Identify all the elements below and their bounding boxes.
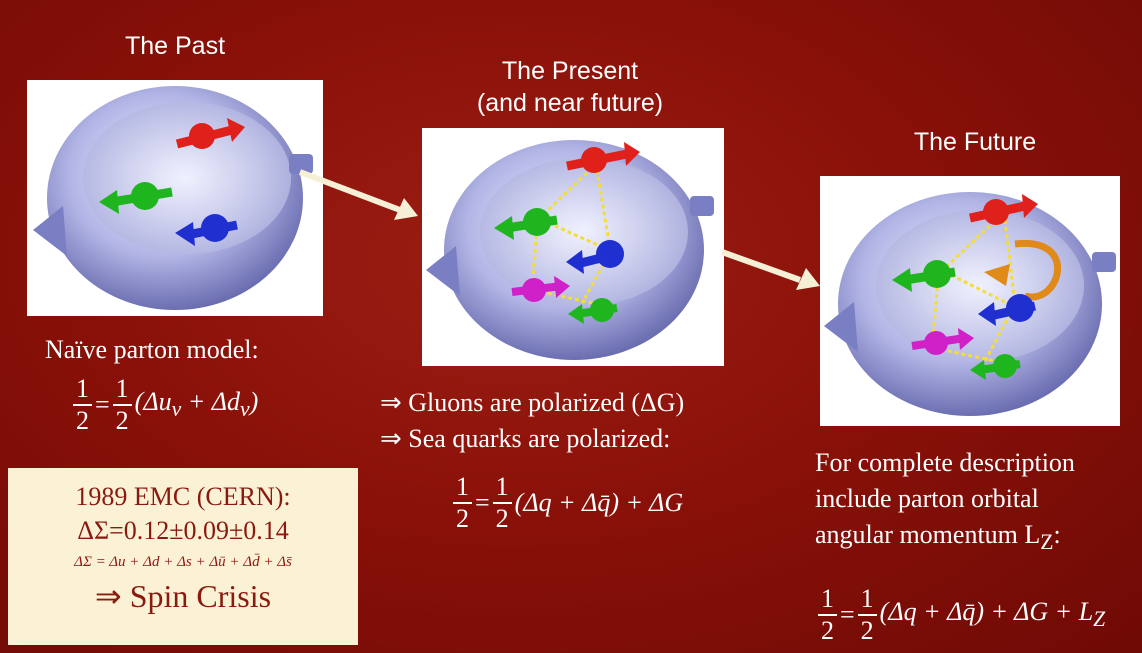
spin-cap-right [1092, 252, 1116, 272]
eq-sign: = [95, 389, 110, 419]
present-bullet-sea: ⇒ Sea quarks are polarized: [380, 424, 671, 453]
arrow-past-to-present [298, 169, 418, 220]
past-proton-diagram [33, 86, 313, 310]
present-proton-panel [422, 128, 724, 366]
orbital-arrow [1014, 239, 1061, 301]
eq-sign: = [475, 487, 490, 517]
present-heading-line2: (and near future) [476, 89, 664, 117]
blue-quark [566, 240, 624, 274]
eq-sign: = [840, 599, 855, 629]
future-desc-line1: For complete description [815, 448, 1075, 477]
arrow-present-to-future [720, 249, 820, 290]
present-proton-diagram [426, 140, 714, 360]
emc-line1: 1989 EMC (CERN): [75, 482, 291, 511]
spin-cap-right [289, 154, 313, 174]
future-heading: The Future [913, 128, 1037, 156]
spin-cone-left [824, 302, 858, 352]
future-eq-terms: (Δq + Δq̄) + ΔG + LZ [879, 597, 1106, 632]
emc-line3: ΔΣ = Δu + Δd + Δs + Δū + Δd̄ + Δs̄ [74, 554, 292, 570]
future-desc-line3: angular momentum LZ: [815, 520, 1061, 555]
present-bullet-gluons: ⇒ Gluons are polarized (ΔG) [380, 388, 685, 417]
gluon-lines [930, 214, 1017, 364]
past-proton-panel [27, 80, 323, 316]
future-proton-diagram [824, 192, 1116, 416]
emc-spin-crisis: ⇒ Spin Crisis [94, 578, 272, 614]
present-eq-terms: (Δq + Δq̄) + ΔG [514, 487, 684, 517]
green-quark [494, 208, 558, 240]
emc-result-box: 1989 EMC (CERN): ΔΣ=0.12±0.09±0.14 ΔΣ = … [8, 468, 358, 645]
proton-inner [480, 158, 688, 306]
green-sea-quark [568, 298, 618, 324]
spin-cone-left [33, 206, 67, 256]
blue-quark [175, 214, 238, 246]
red-quark [969, 194, 1038, 225]
spin-cap-right [690, 196, 714, 216]
future-description: For complete description include parton … [815, 445, 1075, 560]
green-quark [892, 260, 956, 292]
past-heading: The Past [124, 32, 226, 60]
proton-inner [83, 102, 291, 254]
future-proton-panel [820, 176, 1120, 426]
lz-subscript: Z [1040, 530, 1054, 555]
present-heading-line1: The Present [501, 57, 639, 85]
past-model-label: Naïve parton model: [45, 335, 259, 364]
magenta-quark [911, 328, 974, 355]
red-quark [566, 142, 640, 173]
magenta-quark [511, 276, 570, 302]
red-quark [175, 118, 245, 149]
green-quark [99, 182, 173, 214]
proton-inner [876, 210, 1084, 362]
green-sea-quark [970, 354, 1021, 380]
spin-cone-left [426, 246, 460, 296]
past-eq-terms: (Δuv + Δdv) [134, 387, 259, 422]
orbital-arrow-head [984, 264, 1010, 286]
emc-line2: ΔΣ=0.12±0.09±0.14 [77, 516, 289, 545]
present-heading: The Present (and near future) [420, 55, 720, 119]
blue-quark [978, 294, 1036, 326]
future-desc-line2: include parton orbital [815, 484, 1039, 513]
